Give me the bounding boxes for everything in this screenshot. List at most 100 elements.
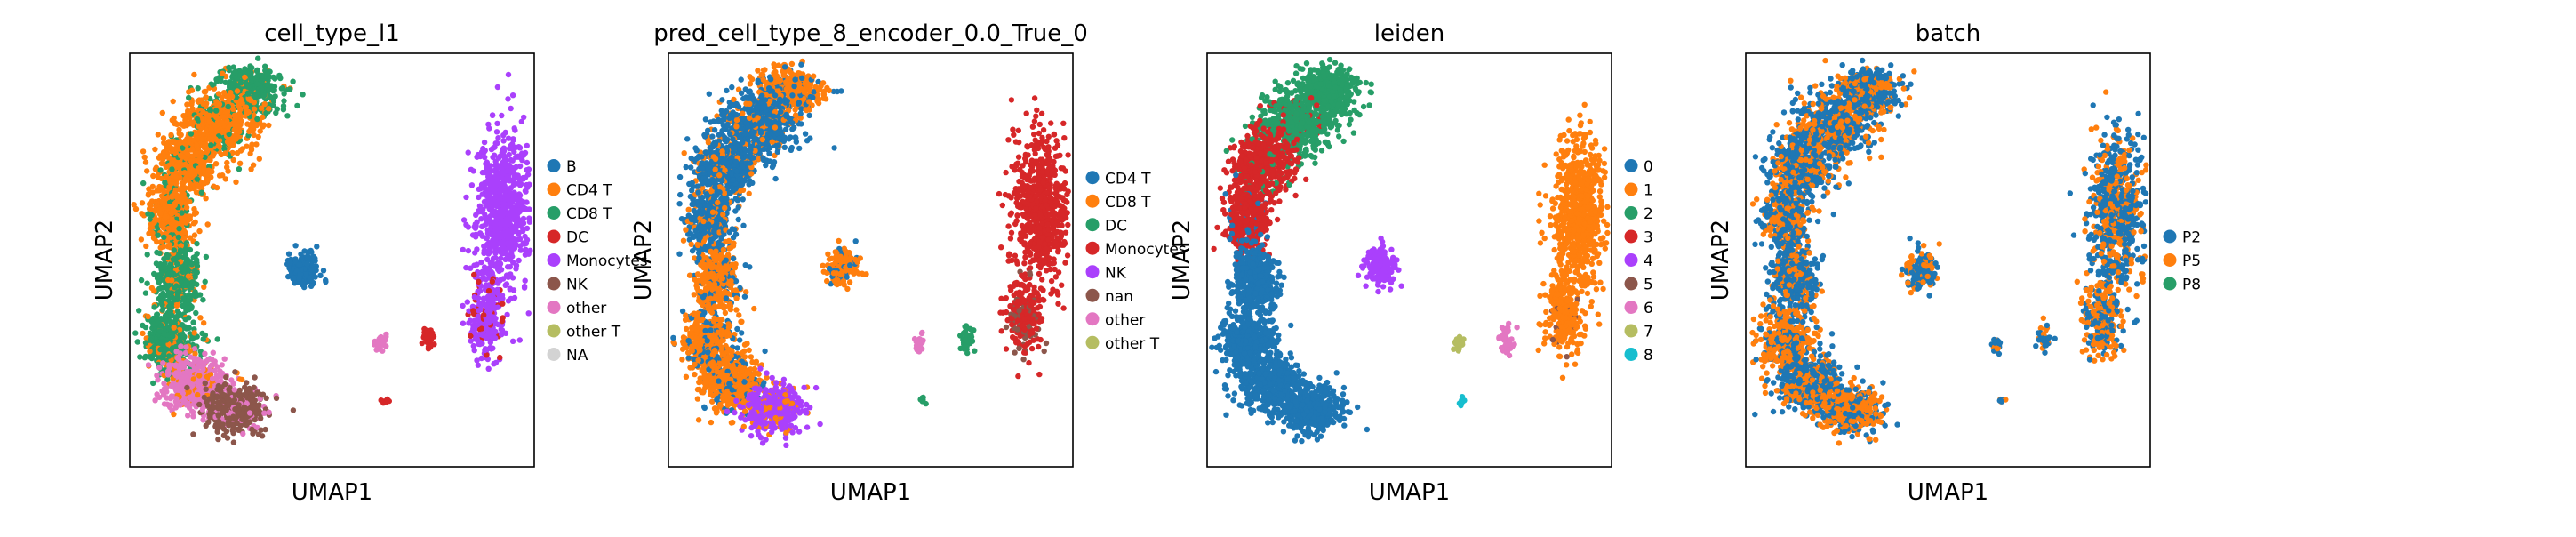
data-point bbox=[508, 228, 515, 235]
data-point bbox=[141, 154, 148, 161]
data-point bbox=[192, 293, 198, 300]
data-point bbox=[494, 120, 500, 127]
data-point bbox=[494, 304, 501, 310]
data-point bbox=[476, 278, 482, 285]
data-point bbox=[474, 336, 481, 342]
data-point bbox=[185, 413, 191, 419]
data-point bbox=[213, 184, 220, 191]
data-point bbox=[524, 199, 530, 205]
legend-label: NA bbox=[566, 347, 588, 365]
data-point bbox=[481, 139, 488, 146]
data-point bbox=[230, 429, 236, 437]
data-point bbox=[476, 332, 483, 338]
data-point bbox=[223, 374, 229, 381]
data-point bbox=[202, 278, 208, 285]
data-point bbox=[492, 144, 498, 150]
data-point bbox=[241, 404, 248, 411]
data-point bbox=[226, 402, 232, 408]
data-point bbox=[483, 170, 489, 176]
data-point bbox=[492, 212, 499, 219]
data-point bbox=[165, 312, 172, 318]
legend-marker bbox=[547, 159, 561, 172]
data-point bbox=[523, 240, 530, 246]
data-point bbox=[196, 123, 202, 129]
data-point bbox=[180, 333, 186, 340]
data-point bbox=[513, 266, 519, 272]
data-point bbox=[232, 369, 238, 375]
data-point bbox=[224, 395, 230, 401]
data-point bbox=[239, 146, 245, 152]
data-point bbox=[231, 387, 237, 393]
data-point bbox=[475, 362, 481, 368]
data-point bbox=[194, 176, 201, 182]
data-point bbox=[169, 294, 176, 301]
data-point bbox=[511, 294, 518, 301]
data-point bbox=[250, 405, 256, 411]
legend-label: CD4 T bbox=[566, 182, 612, 200]
data-point bbox=[139, 211, 145, 217]
data-point bbox=[485, 298, 492, 304]
legend-marker bbox=[547, 301, 561, 314]
data-point bbox=[160, 135, 167, 141]
data-point bbox=[159, 109, 165, 116]
data-point bbox=[509, 92, 516, 99]
data-point bbox=[516, 180, 523, 186]
data-point bbox=[257, 128, 263, 134]
data-point bbox=[522, 174, 529, 180]
data-point bbox=[497, 193, 503, 199]
data-point bbox=[498, 239, 504, 246]
data-point bbox=[298, 255, 305, 261]
data-point bbox=[172, 202, 178, 209]
data-point bbox=[196, 373, 203, 379]
data-point bbox=[476, 208, 482, 214]
data-point bbox=[273, 395, 280, 401]
data-point bbox=[199, 136, 205, 142]
data-point bbox=[510, 181, 517, 188]
data-point bbox=[152, 146, 158, 153]
data-point bbox=[290, 407, 297, 413]
data-point bbox=[220, 114, 227, 120]
data-point bbox=[498, 255, 504, 261]
data-point bbox=[216, 403, 222, 409]
data-point bbox=[228, 82, 235, 88]
data-point bbox=[225, 103, 231, 110]
data-point bbox=[210, 375, 216, 382]
data-point bbox=[187, 110, 193, 116]
data-point bbox=[210, 349, 216, 356]
data-point bbox=[154, 217, 160, 223]
data-point bbox=[317, 272, 324, 278]
data-point bbox=[477, 185, 484, 192]
data-point bbox=[173, 386, 180, 393]
data-point bbox=[508, 105, 514, 112]
data-point bbox=[152, 207, 158, 214]
data-point bbox=[497, 354, 503, 361]
data-point bbox=[164, 337, 170, 343]
data-point bbox=[479, 301, 485, 308]
data-point bbox=[251, 384, 257, 390]
data-point bbox=[460, 246, 466, 253]
data-point bbox=[179, 180, 186, 187]
data-point bbox=[482, 148, 488, 154]
data-point bbox=[222, 176, 228, 182]
data-point bbox=[187, 198, 193, 205]
x-axis-label: UMAP1 bbox=[292, 479, 372, 506]
data-point bbox=[485, 287, 492, 294]
data-point bbox=[139, 200, 146, 206]
data-point bbox=[482, 347, 488, 354]
data-point bbox=[253, 74, 260, 81]
data-point bbox=[494, 84, 501, 91]
data-point bbox=[219, 119, 226, 126]
data-point bbox=[163, 346, 169, 352]
legend-label: other bbox=[566, 300, 606, 317]
data-point bbox=[191, 365, 198, 372]
data-point bbox=[195, 165, 202, 172]
data-point bbox=[189, 153, 196, 159]
data-point bbox=[258, 105, 265, 111]
data-point bbox=[192, 274, 198, 280]
data-point bbox=[516, 145, 524, 151]
data-point bbox=[142, 353, 149, 360]
data-point bbox=[187, 235, 194, 241]
data-point bbox=[157, 346, 164, 353]
data-point bbox=[522, 188, 529, 194]
data-point bbox=[236, 166, 243, 172]
